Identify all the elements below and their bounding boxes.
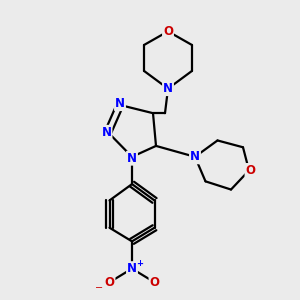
Text: N: N [127,262,137,275]
Text: O: O [149,276,160,289]
Text: N: N [163,82,173,95]
Text: N: N [190,150,200,163]
Text: O: O [104,276,115,289]
Text: −: − [95,283,103,293]
Text: N: N [127,152,137,165]
Text: +: + [136,259,143,268]
Text: N: N [115,97,125,110]
Text: O: O [245,164,256,177]
Text: O: O [163,25,173,38]
Text: N: N [101,126,112,139]
